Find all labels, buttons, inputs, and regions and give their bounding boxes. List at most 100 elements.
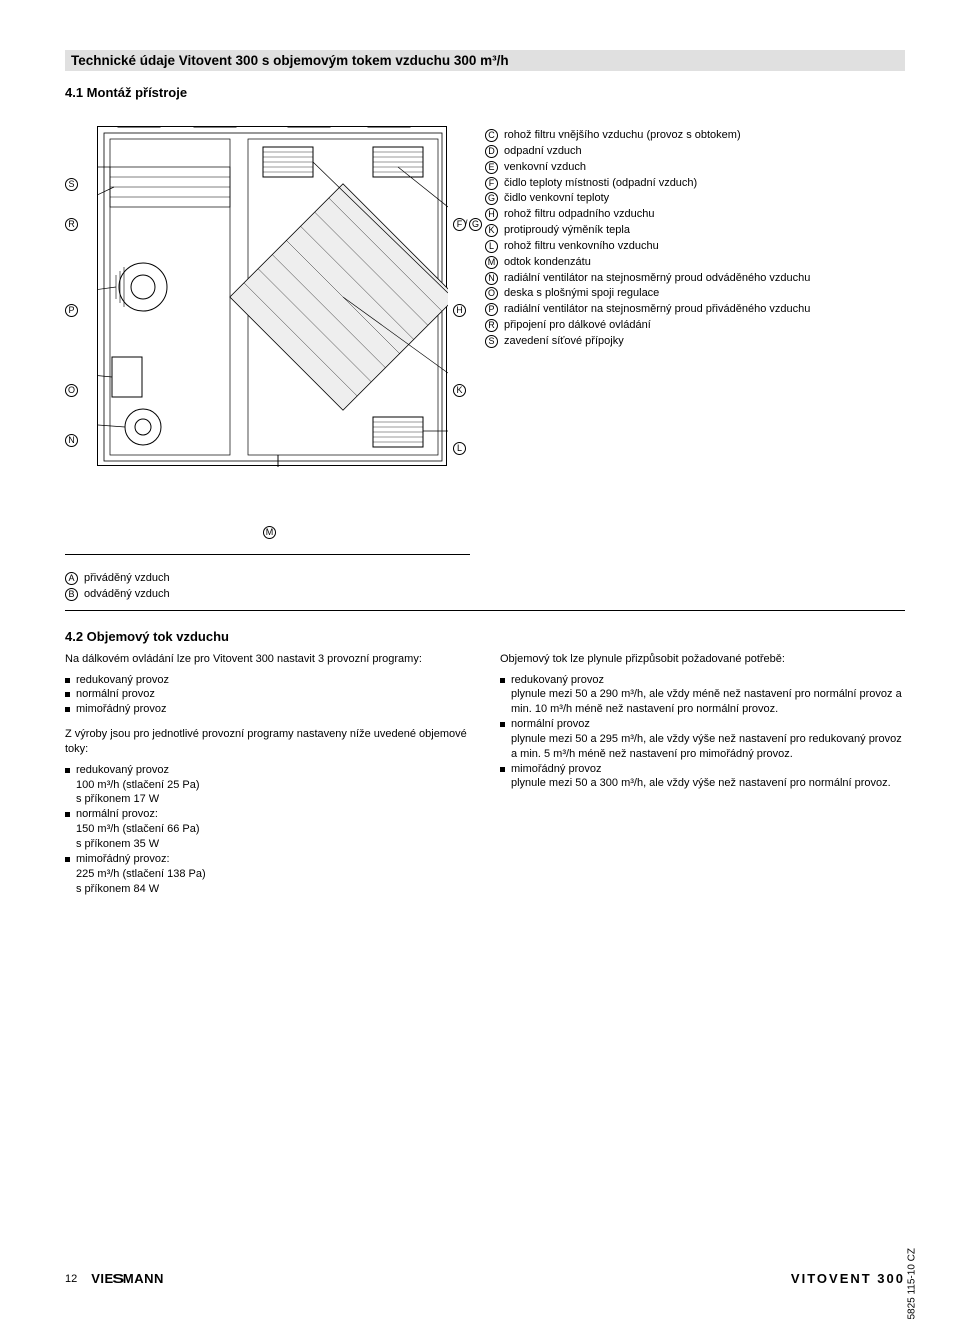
legend-text: radiální ventilátor na stejnosměrný prou… xyxy=(504,302,905,317)
label-O: O xyxy=(65,384,78,397)
bullet-item: mimořádný provoz: xyxy=(65,852,470,867)
legend-item: Kprotiproudý výměník tepla xyxy=(485,223,905,238)
legend-text: rohož filtru odpadního vzduchu xyxy=(504,207,905,222)
item-text: plynule mezi 50 a 295 m³/h, ale vždy výš… xyxy=(500,732,905,762)
preset-line: 225 m³/h (stlačení 138 Pa) xyxy=(65,867,470,882)
preset-line: s příkonem 17 W xyxy=(65,792,470,807)
legend-key: D xyxy=(485,145,498,158)
legend-item: Gčidlo venkovní teploty xyxy=(485,191,905,206)
bullet-item: normální provoz xyxy=(500,717,905,732)
section-2-body: Na dálkovém ovládání lze pro Vitovent 30… xyxy=(65,652,905,897)
s2-left-intro: Na dálkovém ovládání lze pro Vitovent 30… xyxy=(65,652,470,667)
legend-text: přiváděný vzduch xyxy=(84,571,905,586)
bullet-item: normální provoz: xyxy=(65,807,470,822)
label-L: L xyxy=(453,442,466,455)
bullet-text: normální provoz xyxy=(511,717,905,732)
legend-item: Evenkovní vzduch xyxy=(485,160,905,175)
legend-key: L xyxy=(485,240,498,253)
bullet-icon xyxy=(65,812,70,817)
label-FG-slash: / xyxy=(465,218,468,228)
legend-key: G xyxy=(485,192,498,205)
legend-key: F xyxy=(485,177,498,190)
section-1-title: 4.1 Montáž přístroje xyxy=(65,85,905,100)
bullet-icon xyxy=(65,678,70,683)
legend-text: deska s plošnými spoji regulace xyxy=(504,286,905,301)
legend-item: Odeska s plošnými spoji regulace xyxy=(485,286,905,301)
page-number: 12 xyxy=(65,1273,77,1285)
bullet-text: redukovaný provoz xyxy=(511,673,905,688)
preset-line: 100 m³/h (stlačení 25 Pa) xyxy=(65,778,470,793)
bullet-icon xyxy=(65,707,70,712)
legend-text: připojení pro dálkové ovládání xyxy=(504,318,905,333)
bullet-icon xyxy=(500,767,505,772)
header-text: Technické údaje Vitovent 300 s objemovým… xyxy=(71,53,509,68)
doc-code: 5825 115-10 CZ xyxy=(907,1248,918,1320)
legend-key: A xyxy=(65,572,78,585)
legend-text: rohož filtru vnějšího vzduchu (provoz s … xyxy=(504,128,905,143)
s2-right-intro: Objemový tok lze plynule přizpůsobit pož… xyxy=(500,652,905,667)
legend-key: H xyxy=(485,208,498,221)
legend-item: Apřiváděný vzduch xyxy=(65,571,905,586)
legend-item: Crohož filtru vnějšího vzduchu (provoz s… xyxy=(485,128,905,143)
section-1-body: A B C D E S R P O N F / G H K L M xyxy=(65,108,905,565)
legend-item: Pradiální ventilátor na stejnosměrný pro… xyxy=(485,302,905,317)
legend-key: B xyxy=(65,588,78,601)
device-diagram xyxy=(97,126,447,466)
item-text: plynule mezi 50 a 290 m³/h, ale vždy mén… xyxy=(500,687,905,717)
preset-line: 150 m³/h (stlačení 66 Pa) xyxy=(65,822,470,837)
item-text: plynule mezi 50 a 300 m³/h, ale vždy výš… xyxy=(500,776,905,791)
legend-text: zavedení síťové přípojky xyxy=(504,334,905,349)
legend-key: C xyxy=(485,129,498,142)
legend-text: odpadní vzduch xyxy=(504,144,905,159)
bullet-text: normální provoz xyxy=(76,687,470,702)
legend-item: Hrohož filtru odpadního vzduchu xyxy=(485,207,905,222)
bullet-item: mimořádný provoz xyxy=(500,762,905,777)
bullet-icon xyxy=(65,768,70,773)
bullet-item: redukovaný provoz xyxy=(65,763,470,778)
legend-text: venkovní vzduch xyxy=(504,160,905,175)
legend-item: Szavedení síťové přípojky xyxy=(485,334,905,349)
legend-key: N xyxy=(485,272,498,285)
label-P: P xyxy=(65,304,78,317)
bullet-icon xyxy=(65,857,70,862)
legend-key: M xyxy=(485,256,498,269)
legend-key: K xyxy=(485,224,498,237)
section-2-title: 4.2 Objemový tok vzduchu xyxy=(65,629,905,644)
bullet-text: mimořádný provoz xyxy=(511,762,905,777)
legend-key: R xyxy=(485,319,498,332)
section-2-left: Na dálkovém ovládání lze pro Vitovent 30… xyxy=(65,652,470,897)
label-H: H xyxy=(453,304,466,317)
label-M: M xyxy=(263,526,276,539)
bullet-text: mimořádný provoz: xyxy=(76,852,470,867)
legend-column: Crohož filtru vnějšího vzduchu (provoz s… xyxy=(485,108,905,565)
legend-item: Fčidlo teploty místnosti (odpadní vzduch… xyxy=(485,176,905,191)
legend-text: radiální ventilátor na stejnosměrný prou… xyxy=(504,271,905,286)
section-2-right: Objemový tok lze plynule přizpůsobit pož… xyxy=(500,652,905,897)
product-name: VITOVENT 300 xyxy=(791,1271,905,1286)
s2-left-intro2: Z výroby jsou pro jednotlivé provozní pr… xyxy=(65,727,470,757)
legend-text: odváděný vzduch xyxy=(84,587,905,602)
legend-text: rohož filtru venkovního vzduchu xyxy=(504,239,905,254)
label-G: G xyxy=(469,218,482,231)
legend-item: Dodpadní vzduch xyxy=(485,144,905,159)
bullet-icon xyxy=(500,678,505,683)
divider-2 xyxy=(65,610,905,611)
bullet-item: redukovaný provoz xyxy=(65,673,470,688)
legend-item: Lrohož filtru venkovního vzduchu xyxy=(485,239,905,254)
legend-text: čidlo teploty místnosti (odpadní vzduch) xyxy=(504,176,905,191)
preset-line: s příkonem 35 W xyxy=(65,837,470,852)
label-K: K xyxy=(453,384,466,397)
label-R: R xyxy=(65,218,78,231)
label-N: N xyxy=(65,434,78,447)
brand-logo: VIESMANN xyxy=(91,1271,164,1286)
bullet-item: redukovaný provoz xyxy=(500,673,905,688)
bullet-item: normální provoz xyxy=(65,687,470,702)
legend-item: Bodváděný vzduch xyxy=(65,587,905,602)
preset-line: s příkonem 84 W xyxy=(65,882,470,897)
legend-key: P xyxy=(485,303,498,316)
legend-key: O xyxy=(485,287,498,300)
divider-1 xyxy=(65,554,470,555)
bullet-icon xyxy=(500,722,505,727)
bullet-item: mimořádný provoz xyxy=(65,702,470,717)
page-footer: 12 VIESMANN VITOVENT 300 xyxy=(65,1271,905,1286)
